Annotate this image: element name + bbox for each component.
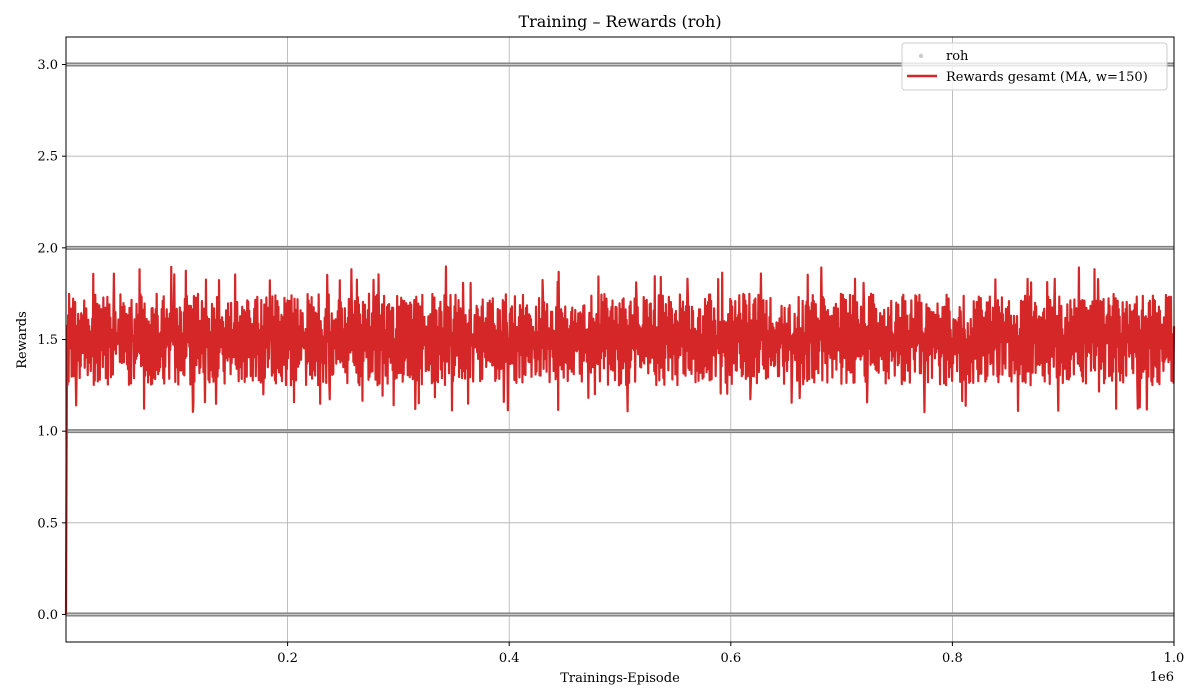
x-tick-label: 0.4 (499, 651, 520, 666)
y-tick-label: 1.0 (37, 425, 58, 440)
x-tick-label: 1.0 (1164, 651, 1185, 666)
chart-title: Training – Rewards (roh) (518, 12, 721, 31)
legend-roh-label: roh (946, 49, 969, 64)
y-tick-label: 3.0 (37, 58, 58, 73)
x-axis-offset-label: 1e6 (1150, 670, 1174, 685)
y-axis-label: Rewards (15, 311, 30, 369)
y-tick-label: 0.5 (37, 516, 58, 531)
rewards-ma-line (64, 265, 1176, 615)
y-tick-label: 0.0 (37, 608, 58, 623)
rewards-ma-series (64, 265, 1176, 615)
y-axis-ticks: 0.0 0.5 1.0 1.5 2.0 2.5 3.0 (37, 58, 66, 623)
x-tick-label: 0.6 (720, 651, 741, 666)
y-tick-label: 1.5 (37, 333, 58, 348)
x-axis-label: Trainings-Episode (560, 671, 680, 686)
y-tick-label: 2.5 (37, 150, 58, 165)
roh-scatter-series (66, 62, 1174, 617)
x-tick-label: 0.2 (277, 651, 298, 666)
x-axis-ticks: 0.2 0.4 0.6 0.8 1.0 (277, 642, 1184, 666)
y-tick-label: 2.0 (37, 241, 58, 256)
legend: roh Rewards gesamt (MA, w=150) (901, 42, 1168, 91)
legend-roh-marker (918, 53, 924, 59)
x-tick-label: 0.8 (942, 651, 963, 666)
legend-ma-label: Rewards gesamt (MA, w=150) (946, 70, 1148, 85)
legend-box (901, 42, 1168, 91)
